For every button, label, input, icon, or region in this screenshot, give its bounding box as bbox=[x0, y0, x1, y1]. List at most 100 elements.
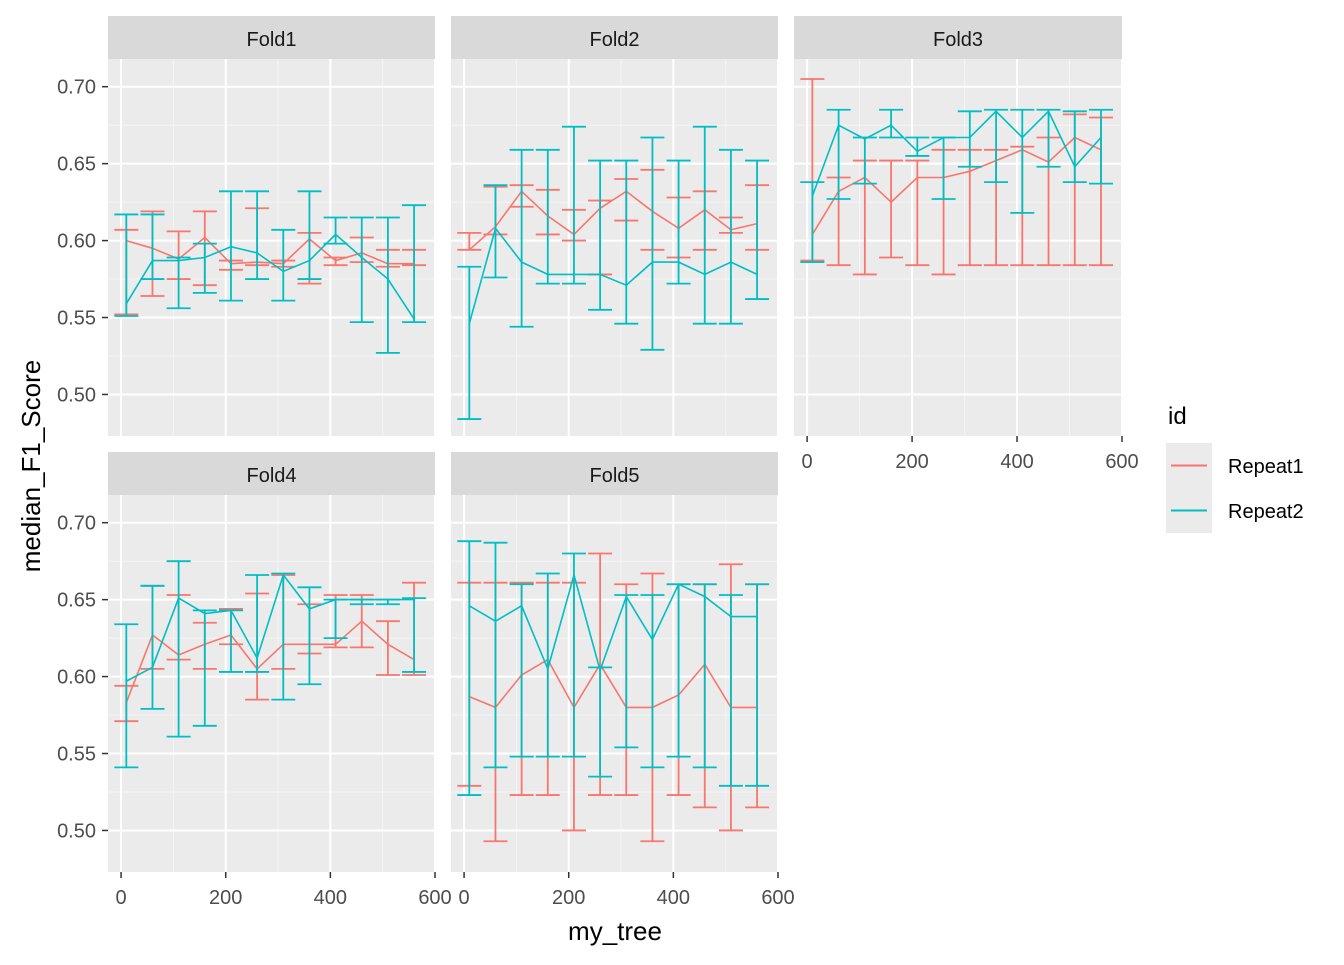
series-line bbox=[468, 658, 758, 710]
y-tick-label: 0.55 bbox=[57, 744, 96, 766]
x-tick-label: 400 bbox=[657, 887, 690, 909]
y-tick-label: 0.55 bbox=[57, 308, 96, 330]
panel-background bbox=[451, 495, 778, 872]
facet-strip-label: Fold4 bbox=[246, 465, 296, 487]
data-point bbox=[203, 256, 206, 259]
legend-label: Repeat1 bbox=[1228, 456, 1304, 478]
data-point bbox=[1047, 110, 1050, 113]
facet-panel-fold3: Fold3 0 200 400 600 bbox=[794, 16, 1139, 473]
facet-strip-label: Fold5 bbox=[589, 465, 639, 487]
series-line bbox=[811, 109, 1102, 197]
data-point bbox=[494, 620, 497, 623]
data-point bbox=[230, 609, 232, 612]
y-tick-label: 0.60 bbox=[57, 231, 96, 253]
facet-panel-fold5: Fold5 0 200 400 600 bbox=[451, 452, 795, 909]
panel-background bbox=[794, 59, 1122, 436]
data-point bbox=[651, 261, 654, 264]
legend-title: id bbox=[1168, 403, 1187, 430]
data-point bbox=[1073, 165, 1076, 168]
data-point bbox=[282, 574, 285, 576]
data-point bbox=[703, 273, 706, 276]
data-point bbox=[599, 663, 602, 666]
data-point bbox=[890, 201, 892, 204]
data-point bbox=[334, 259, 337, 262]
data-point bbox=[573, 574, 575, 576]
series-line bbox=[811, 136, 1102, 235]
data-point bbox=[494, 227, 497, 230]
panel-data bbox=[800, 78, 1114, 276]
data-point bbox=[890, 124, 892, 127]
data-point bbox=[334, 598, 337, 601]
data-point bbox=[520, 261, 523, 264]
data-point bbox=[756, 273, 758, 276]
series-repeat2 bbox=[800, 108, 1114, 264]
data-point bbox=[308, 607, 311, 610]
data-point bbox=[968, 136, 971, 139]
panel-data bbox=[457, 540, 770, 843]
data-point bbox=[468, 322, 471, 325]
x-tick-label: 0 bbox=[802, 451, 813, 473]
x-tick-label: 200 bbox=[552, 887, 585, 909]
data-point bbox=[1100, 136, 1102, 139]
x-tick-label: 200 bbox=[209, 887, 242, 909]
data-point bbox=[334, 643, 337, 646]
x-tick-label: 0 bbox=[459, 887, 470, 909]
facet-strip-label: Fold1 bbox=[246, 29, 296, 51]
data-point bbox=[282, 270, 285, 273]
data-point bbox=[942, 136, 945, 139]
data-point bbox=[203, 236, 206, 239]
series-repeat2 bbox=[457, 125, 770, 420]
x-tick-label: 0 bbox=[116, 887, 127, 909]
x-tick-label: 600 bbox=[418, 887, 451, 909]
data-point bbox=[387, 643, 389, 646]
data-point bbox=[599, 669, 602, 672]
facet-strip-label: Fold2 bbox=[589, 29, 639, 51]
data-point bbox=[520, 604, 523, 607]
data-point bbox=[916, 150, 919, 153]
facet-panel-fold4: Fold4 0.50 0.55 0.60 0.65 0.70 0 200 400 600 bbox=[57, 452, 452, 909]
data-point bbox=[413, 318, 415, 320]
series-repeat2 bbox=[114, 560, 427, 769]
panel-data bbox=[457, 125, 770, 420]
series-line bbox=[468, 226, 758, 324]
series-line bbox=[468, 190, 758, 251]
legend: Repeat1 Repeat2 bbox=[1166, 443, 1304, 533]
data-point bbox=[387, 278, 389, 280]
y-tick-label: 0.70 bbox=[57, 77, 96, 99]
data-point bbox=[546, 667, 549, 670]
data-point bbox=[625, 284, 628, 287]
series-line bbox=[125, 233, 415, 320]
data-point bbox=[360, 620, 363, 623]
panel-data bbox=[114, 190, 427, 354]
data-point bbox=[125, 302, 128, 305]
panel-data bbox=[114, 560, 427, 769]
data-point bbox=[256, 657, 259, 660]
data-point bbox=[625, 595, 628, 598]
y-tick-label: 0.65 bbox=[57, 590, 96, 612]
x-axis-title: my_tree bbox=[568, 916, 662, 946]
panel-background bbox=[108, 59, 435, 436]
data-point bbox=[256, 251, 259, 254]
data-point bbox=[360, 598, 363, 601]
facet-strip bbox=[794, 16, 1122, 59]
data-point bbox=[703, 595, 706, 598]
y-tick-label: 0.65 bbox=[57, 154, 96, 176]
data-point bbox=[677, 583, 680, 586]
y-tick-label: 0.50 bbox=[57, 384, 96, 406]
facet-strip bbox=[451, 16, 778, 59]
data-point bbox=[573, 273, 575, 276]
panel-background bbox=[451, 59, 778, 436]
series-line bbox=[125, 620, 415, 703]
data-point bbox=[916, 176, 919, 179]
series-line bbox=[468, 571, 758, 674]
data-point bbox=[599, 273, 602, 276]
data-point bbox=[730, 261, 732, 264]
y-tick-label: 0.70 bbox=[57, 513, 96, 535]
series-repeat2 bbox=[114, 190, 427, 354]
series-repeat2 bbox=[457, 540, 770, 796]
data-point bbox=[203, 612, 206, 615]
facet-strip bbox=[108, 452, 435, 495]
facet-strip bbox=[108, 16, 435, 59]
